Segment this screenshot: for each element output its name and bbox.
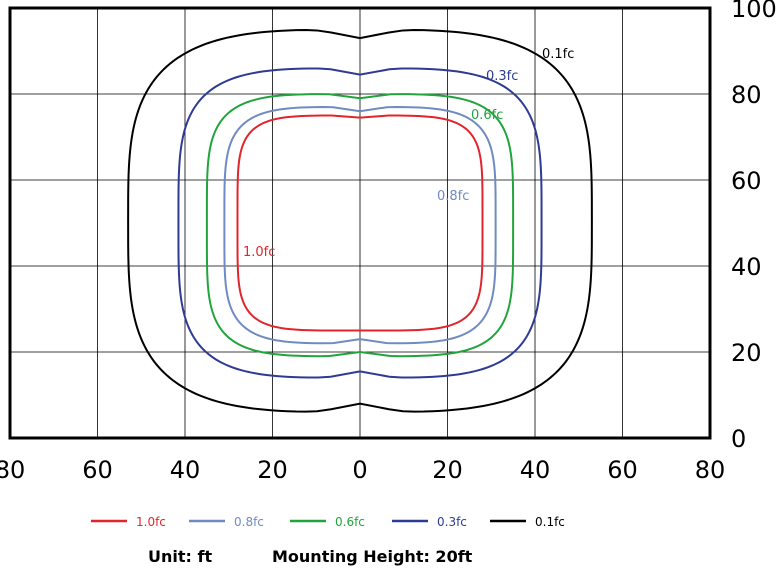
x-tick-label: 20 xyxy=(257,456,288,484)
legend: 1.0fc 0.8fc 0.6fc 0.3fc 0.1fc xyxy=(91,515,565,529)
x-tick-label: 40 xyxy=(170,456,201,484)
contour-label: 0.6fc xyxy=(471,108,503,123)
y-tick-label: 20 xyxy=(731,339,762,367)
y-tick-label: 60 xyxy=(731,167,762,195)
y-tick-label: 0 xyxy=(731,425,746,453)
x-tick-label: 20 xyxy=(432,456,463,484)
contour-1-0fc xyxy=(236,114,484,332)
contour-label: 1.0fc xyxy=(243,245,275,260)
contour-0-3fc xyxy=(177,67,543,379)
y-tick-label: 40 xyxy=(731,253,762,281)
chart-footer: Unit: ft Mounting Height: 20ft xyxy=(0,547,783,571)
x-tick-label: 0 xyxy=(352,456,367,484)
y-tick-label: 80 xyxy=(731,81,762,109)
contour-label: 0.8fc xyxy=(437,189,469,204)
contour-0-6fc xyxy=(205,93,515,358)
x-axis-ticks: 80 60 40 20 0 20 40 60 80 xyxy=(0,456,725,484)
contour-label: 0.3fc xyxy=(486,69,518,84)
legend-label: 0.3fc xyxy=(437,515,467,529)
legend-label: 1.0fc xyxy=(136,515,166,529)
unit-label: Unit: ft xyxy=(148,547,213,566)
legend-label: 0.6fc xyxy=(335,515,365,529)
y-tick-label: 100 xyxy=(731,0,777,23)
x-tick-label: 40 xyxy=(520,456,551,484)
contour-label: 0.1fc xyxy=(542,47,574,62)
plot-frame xyxy=(8,6,712,440)
contour-0-8fc xyxy=(223,105,497,345)
chart-grid xyxy=(10,8,710,438)
y-axis-ticks: 0 20 40 60 80 100 xyxy=(731,0,777,453)
contour-labels: 1.0fc 0.8fc 0.6fc 0.3fc 0.1fc xyxy=(243,47,574,260)
x-tick-label: 80 xyxy=(0,456,25,484)
x-tick-label: 60 xyxy=(607,456,638,484)
mounting-height-label: Mounting Height: 20ft xyxy=(272,547,473,566)
legend-label: 0.8fc xyxy=(234,515,264,529)
x-tick-label: 80 xyxy=(695,456,726,484)
legend-label: 0.1fc xyxy=(535,515,565,529)
contour-curves xyxy=(127,29,593,413)
x-tick-label: 60 xyxy=(82,456,113,484)
contour-0-1fc xyxy=(127,29,593,413)
